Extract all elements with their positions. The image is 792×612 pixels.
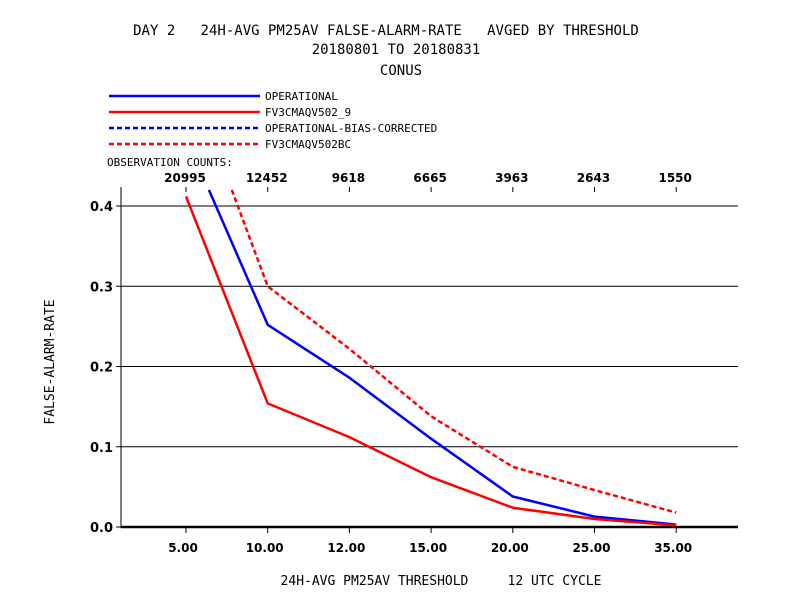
x-tick-label: 5.00 (168, 541, 198, 555)
observation-count-label: 6665 (413, 171, 446, 185)
y-tick-label: 0.2 (90, 361, 113, 376)
y-tick-label: 0.0 (90, 521, 113, 536)
observation-counts: 20995 12452 9618 6665 3963 2643 1550 (164, 171, 692, 192)
legend-label: FV3CMAQV502BC (265, 138, 351, 151)
observation-counts-label: OBSERVATION COUNTS: (107, 156, 233, 169)
chart-title-line-3: CONUS (380, 63, 422, 79)
observation-count-label: 1550 (658, 171, 691, 185)
x-tick-label: 15.00 (409, 541, 447, 555)
observation-count-label: 9618 (332, 171, 365, 185)
series-line (184, 195, 677, 527)
legend-label: OPERATIONAL-BIAS-CORRECTED (265, 122, 437, 135)
gridlines (121, 205, 738, 448)
x-axis-ticks: 5.00 10.00 12.00 15.00 20.00 25.00 35.00 (168, 527, 692, 555)
series-line (207, 189, 677, 526)
chart-title-line-2: 20180801 TO 20180831 (312, 42, 481, 58)
x-tick-label: 12.00 (327, 541, 365, 555)
series-lines (184, 189, 677, 527)
y-tick-label: 0.4 (90, 200, 113, 215)
y-axis-ticks: 0.0 0.1 0.2 0.3 0.4 (90, 200, 121, 536)
observation-count-label: 20995 (164, 171, 206, 185)
x-tick-label: 25.00 (573, 541, 611, 555)
legend: OPERATIONAL FV3CMAQV502_9 OPERATIONAL-BIAS… (109, 90, 437, 151)
observation-count-label: 3963 (495, 171, 528, 185)
y-tick-label: 0.1 (90, 441, 113, 456)
observation-count-label: 2643 (577, 171, 610, 185)
legend-label: FV3CMAQV502_9 (265, 106, 351, 119)
series-line (230, 189, 677, 514)
x-tick-label: 10.00 (246, 541, 284, 555)
x-tick-label: 20.00 (491, 541, 529, 555)
y-axis-label: FALSE-ALARM-RATE (43, 299, 58, 424)
x-axis-label: 24H-AVG PM25AV THRESHOLD 12 UTC CYCLE (281, 574, 602, 589)
y-tick-label: 0.3 (90, 280, 113, 295)
chart-title-line-1: DAY 2 24H-AVG PM25AV FALSE-ALARM-RATE AV… (133, 23, 639, 39)
x-tick-label: 35.00 (654, 541, 692, 555)
legend-label: OPERATIONAL (265, 90, 338, 103)
observation-count-label: 12452 (246, 171, 288, 185)
